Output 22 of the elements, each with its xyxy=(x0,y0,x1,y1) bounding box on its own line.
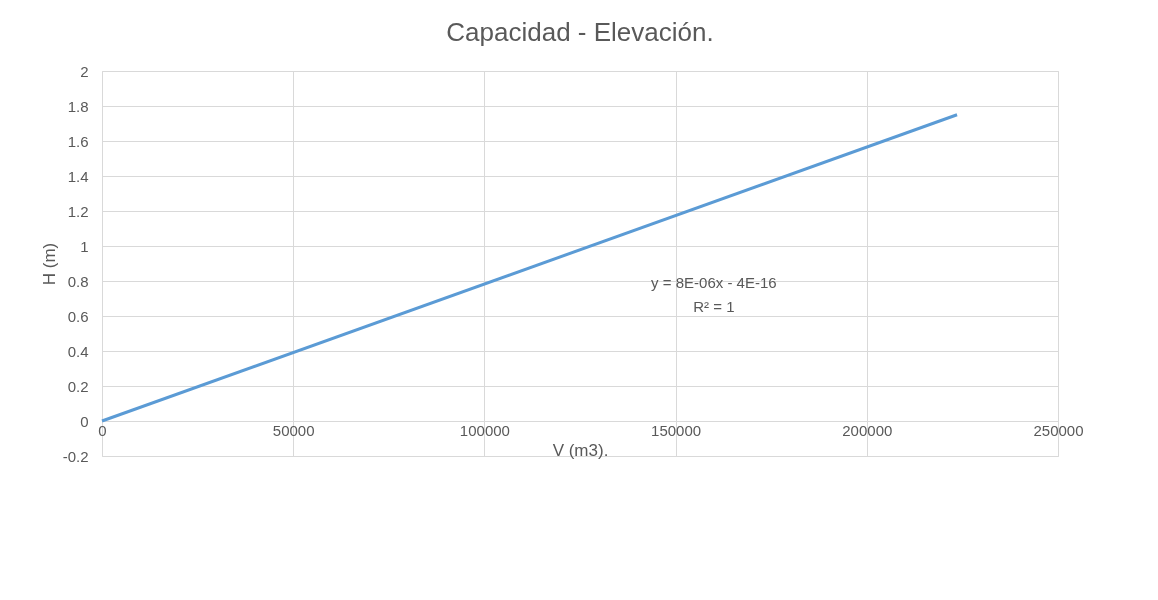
y-tick-label: 1.4 xyxy=(67,167,89,185)
y-tick-label: 0.4 xyxy=(67,342,89,360)
x-tick-label: 0 xyxy=(98,421,107,439)
y-tick-label: 0.2 xyxy=(67,377,89,395)
y-tick-label: 1.8 xyxy=(67,97,89,115)
annotation: y = 8E-06x - 4E-16 xyxy=(651,273,777,291)
x-tick-label: 200000 xyxy=(842,421,893,439)
y-tick-label: 1.2 xyxy=(67,202,89,220)
y-tick-label: 0.8 xyxy=(67,272,89,290)
x-tick-label: 100000 xyxy=(459,421,510,439)
chart-title: Capacidad - Elevación. xyxy=(446,17,714,47)
x-tick-label: 50000 xyxy=(272,421,315,439)
x-axis-title: V (m3). xyxy=(552,440,609,460)
y-tick-label: -0.2 xyxy=(62,447,89,465)
x-tick-label: 150000 xyxy=(651,421,702,439)
y-axis-title: H (m) xyxy=(39,242,59,286)
y-tick-label: 0.6 xyxy=(67,307,89,325)
y-tick-label: 2 xyxy=(80,62,89,80)
x-tick-label: 250000 xyxy=(1033,421,1084,439)
y-tick-label: 1 xyxy=(80,237,89,255)
annotation: R² = 1 xyxy=(693,297,735,315)
y-tick-label: 1.6 xyxy=(67,132,89,150)
